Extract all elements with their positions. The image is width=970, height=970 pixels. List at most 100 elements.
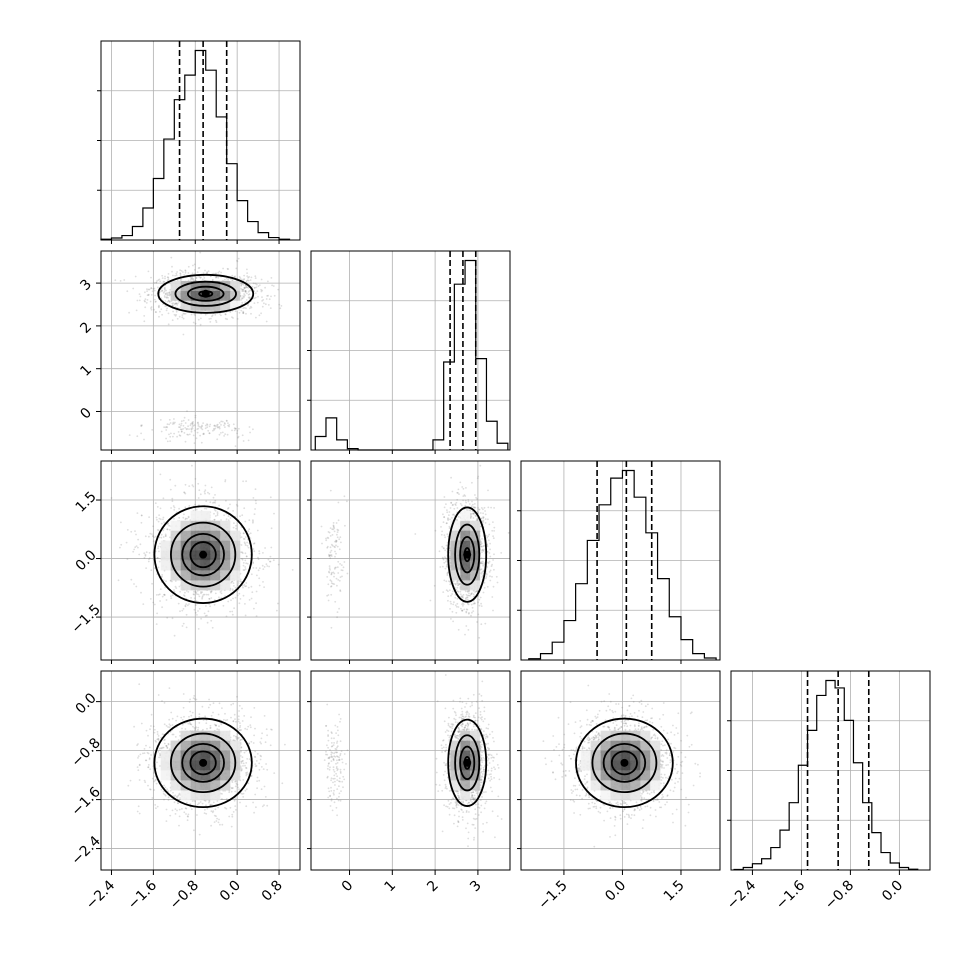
sample-point — [443, 556, 446, 558]
sample-point — [217, 276, 220, 279]
sample-point — [262, 299, 265, 301]
sample-point — [241, 297, 243, 299]
sample-point — [470, 614, 472, 617]
sample-point — [452, 603, 455, 606]
sample-point — [198, 607, 201, 610]
density-panel-3-0 — [100, 670, 301, 871]
sample-point — [460, 607, 462, 610]
sample-point — [262, 568, 265, 570]
sample-point — [245, 280, 248, 282]
sample-point — [207, 593, 210, 596]
sample-point — [242, 564, 245, 567]
sample-point — [336, 566, 339, 569]
sample-point — [245, 299, 248, 301]
sample-point — [197, 267, 200, 270]
sample-point — [189, 424, 192, 427]
sample-point — [277, 563, 280, 566]
density-cell — [230, 280, 241, 291]
sample-point — [203, 507, 206, 510]
sample-point — [208, 432, 211, 435]
sample-point — [209, 275, 212, 278]
sample-point — [335, 552, 337, 555]
sample-point — [442, 565, 444, 568]
sample-point — [114, 279, 117, 282]
sample-point — [260, 290, 263, 293]
sample-point — [183, 594, 185, 596]
sample-point — [178, 434, 181, 437]
sample-point — [329, 527, 332, 529]
sample-point — [183, 513, 185, 516]
sample-point — [464, 495, 467, 497]
sample-point — [243, 538, 246, 540]
sample-point — [443, 516, 446, 519]
sample-point — [217, 272, 220, 274]
sample-point — [188, 505, 191, 507]
sample-point — [145, 744, 147, 747]
sample-point — [223, 435, 226, 437]
sample-point — [224, 313, 227, 316]
sample-point — [188, 433, 191, 436]
sample-point — [192, 264, 194, 267]
sample-point — [329, 557, 332, 560]
sample-point — [143, 556, 146, 559]
sample-point — [238, 704, 241, 707]
sample-point — [224, 313, 227, 316]
sample-point — [164, 426, 167, 429]
sample-point — [171, 594, 174, 597]
sample-point — [163, 290, 166, 293]
sample-point — [174, 421, 176, 424]
sample-point — [213, 427, 215, 430]
sample-point — [462, 499, 464, 502]
sample-point — [182, 516, 185, 519]
sample-point — [168, 418, 171, 421]
sample-point — [231, 613, 234, 616]
sample-point — [198, 276, 201, 278]
sample-point — [133, 583, 135, 585]
sample-point — [448, 514, 450, 516]
sample-point — [210, 619, 213, 622]
sample-point — [244, 290, 247, 292]
sample-point — [168, 291, 171, 293]
sample-point — [125, 541, 128, 544]
sample-point — [244, 536, 247, 538]
sample-point — [110, 497, 113, 499]
sample-point — [213, 429, 216, 431]
sample-point — [136, 512, 139, 514]
sample-point — [197, 610, 199, 612]
sample-point — [440, 533, 443, 536]
sample-point — [245, 555, 248, 558]
sample-point — [168, 300, 171, 303]
sample-point — [168, 524, 171, 527]
sample-point — [214, 509, 217, 512]
sample-point — [169, 536, 171, 539]
sample-point — [166, 300, 169, 303]
sample-point — [183, 416, 186, 419]
sample-point — [182, 317, 185, 320]
sample-point — [266, 295, 268, 297]
sample-point — [187, 425, 190, 428]
sample-point — [202, 422, 205, 424]
sample-point — [249, 431, 252, 434]
sample-point — [484, 622, 487, 625]
sample-point — [140, 521, 143, 524]
sample-point — [168, 433, 170, 436]
sample-point — [214, 499, 217, 502]
sample-point — [254, 282, 257, 285]
sample-point — [179, 590, 182, 593]
sample-point — [143, 299, 146, 302]
sample-point — [192, 278, 195, 281]
sample-point — [334, 555, 336, 558]
sample-point — [261, 564, 264, 567]
sample-point — [158, 278, 161, 281]
sample-point — [253, 302, 256, 304]
sample-point — [164, 534, 167, 537]
sample-point — [276, 609, 278, 612]
sample-point — [451, 593, 453, 595]
sample-point — [242, 288, 245, 291]
sample-point — [330, 585, 332, 588]
sample-point — [193, 829, 195, 832]
sample-point — [166, 294, 169, 297]
sample-point — [242, 569, 245, 571]
sample-point — [480, 561, 482, 563]
sample-point — [249, 724, 252, 726]
